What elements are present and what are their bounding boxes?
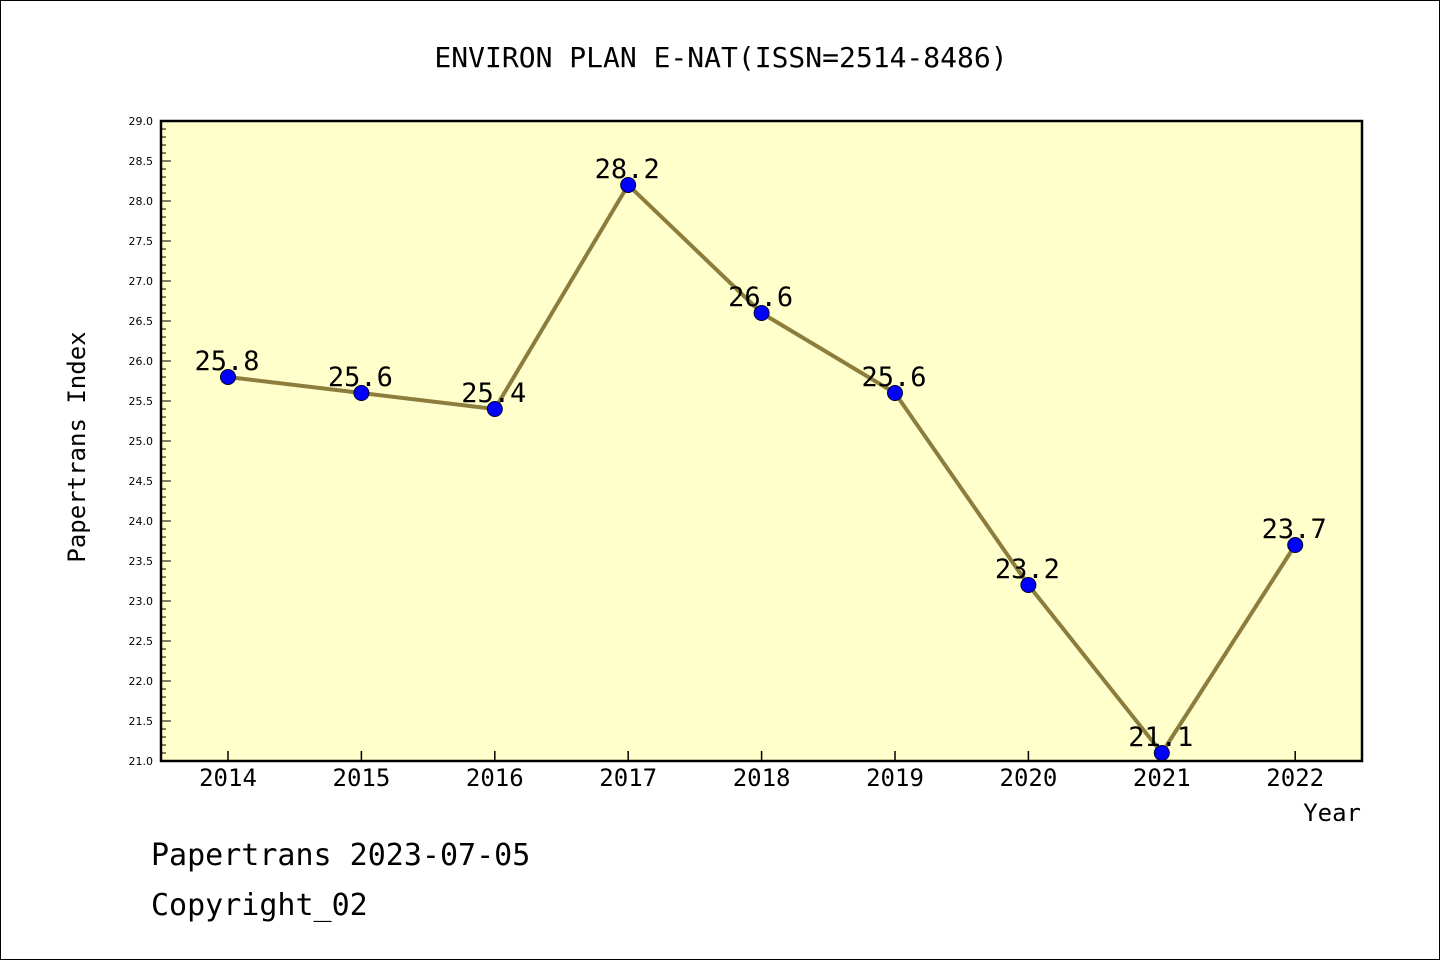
data-point [1020, 577, 1037, 593]
y-tick-label: 23.0 [129, 595, 154, 608]
data-label: 21.1 [1128, 722, 1193, 753]
data-label: 25.4 [461, 378, 526, 409]
y-tick-label: 22.0 [129, 675, 154, 688]
y-axis-ticks: 21.0 21.5 22.0 22.5 23.0 23.5 24.0 24.5 25.0 25.5… [129, 115, 171, 768]
chart-title: ENVIRON PLAN E-NAT(ISSN=2514-8486) [434, 41, 1007, 74]
y-tick-label: 26.0 [129, 355, 154, 368]
y-tick-label: 29.0 [129, 115, 154, 128]
x-tick-label: 2022 [1266, 764, 1324, 792]
y-tick-label: 27.5 [129, 235, 154, 248]
y-tick-label: 27.0 [129, 275, 154, 288]
y-tick-label: 25.5 [129, 395, 154, 408]
x-tick-label: 2015 [333, 764, 391, 792]
y-tick-label: 28.0 [129, 195, 154, 208]
x-tick-label: 2020 [1000, 764, 1058, 792]
data-point [620, 177, 637, 193]
x-tick-label: 2021 [1133, 764, 1191, 792]
data-label: 25.6 [328, 362, 393, 393]
x-tick-label: 2014 [199, 764, 257, 792]
y-tick-label: 23.5 [129, 555, 154, 568]
data-point [1287, 537, 1304, 553]
y-tick-label: 26.5 [129, 315, 154, 328]
data-label: 26.6 [728, 282, 793, 313]
y-tick-label: 22.5 [129, 635, 154, 648]
x-axis-label: Year [1303, 799, 1361, 827]
x-tick-label: 2016 [466, 764, 524, 792]
x-tick-label: 2019 [866, 764, 924, 792]
data-label: 23.7 [1262, 514, 1327, 545]
y-tick-label: 21.5 [129, 715, 154, 728]
y-tick-label: 24.0 [129, 515, 154, 528]
series-line-group [220, 177, 1304, 761]
data-label: 25.8 [194, 346, 259, 377]
y-tick-label: 24.5 [129, 475, 154, 488]
data-point [887, 385, 903, 401]
x-tick-label: 2018 [733, 764, 791, 792]
data-point [753, 305, 770, 321]
x-axis-ticks: 2014 2015 2016 2017 2018 2019 2020 2021 2022 [199, 751, 1324, 792]
data-label: 23.2 [995, 554, 1060, 585]
y-tick-label: 21.0 [129, 755, 154, 768]
y-tick-label: 28.5 [129, 155, 154, 168]
data-point [486, 401, 503, 417]
plot-border [159, 119, 1364, 763]
data-labels: 25.8 25.6 25.4 28.2 26.6 25.6 23.2 21.1 23.7 [194, 154, 1326, 753]
data-point [353, 385, 370, 401]
data-label: 25.6 [861, 362, 926, 393]
data-label: 28.2 [595, 154, 660, 185]
plot-area [161, 121, 1362, 761]
data-point [220, 369, 236, 385]
footer-date: Papertrans 2023-07-05 [151, 838, 530, 873]
y-axis-label: Papertrans Index [63, 331, 91, 562]
footer-copyright: Copyright_02 [151, 888, 368, 923]
x-tick-label: 2017 [599, 764, 657, 792]
y-tick-label: 25.0 [129, 435, 154, 448]
